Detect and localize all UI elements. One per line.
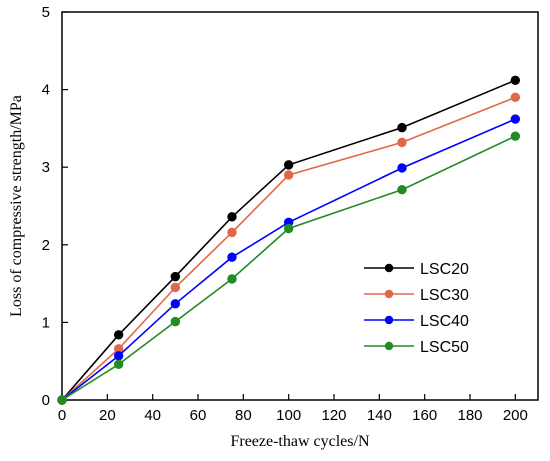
x-tick-label: 20 [99,407,116,424]
x-tick-label: 80 [235,407,252,424]
data-point-lsc20 [113,330,124,340]
data-point-lsc30 [283,170,294,180]
series-lsc40 [57,114,521,405]
data-point-lsc50 [113,359,124,370]
x-tick-label: 160 [412,407,437,424]
y-axis-title: Loss of compressive strength/MPa [8,95,25,317]
x-tick-label: 100 [276,407,301,424]
series-lsc20 [57,75,521,405]
y-tick-label: 4 [42,82,50,99]
data-point-lsc50 [397,185,407,195]
legend-item-lsc20: LSC20 [364,261,469,278]
plot-frame [61,11,539,401]
data-point-lsc40 [397,163,407,173]
data-point-lsc30 [227,227,237,238]
x-axis-title: Freeze-thaw cycles/N [230,433,369,450]
data-point-lsc50 [510,131,521,141]
data-point-lsc30 [397,137,407,148]
legend-label: LSC20 [420,261,469,278]
y-tick-label: 2 [42,237,50,254]
data-point-lsc30 [170,282,181,293]
x-tick-label: 140 [367,407,392,424]
legend: LSC20 LSC30 LSC40 LSC50 [364,261,469,356]
legend-item-lsc30: LSC30 [364,287,469,304]
legend-label: LSC50 [420,339,469,356]
x-tick-label: 180 [457,407,482,424]
y-tick-label: 0 [42,392,50,409]
legend-marker [384,263,394,273]
y-tick-label: 5 [42,4,50,21]
data-point-lsc30 [510,92,521,103]
data-point-lsc20 [283,160,294,170]
data-point-lsc40 [510,114,521,124]
data-point-lsc40 [170,299,181,309]
data-point-lsc50 [227,274,237,284]
x-tick-label: 60 [190,407,207,424]
series-lsc50 [57,131,521,405]
data-point-lsc40 [227,252,237,262]
series-layer [57,75,521,405]
data-point-lsc20 [227,212,237,222]
legend-marker [384,315,394,325]
legend-label: LSC30 [420,287,469,304]
legend-item-lsc50: LSC50 [364,339,469,356]
x-tick-label: 120 [321,407,346,424]
data-point-lsc50 [170,316,181,327]
x-tick-label: 200 [503,407,528,424]
data-point-lsc50 [283,223,294,234]
data-point-lsc50 [57,395,67,405]
series-lsc30 [57,92,521,405]
data-point-lsc20 [510,75,521,85]
legend-marker [384,341,394,351]
y-tick-label: 3 [42,159,50,176]
x-tick-label: 40 [144,407,161,424]
y-tick-label: 1 [42,314,50,331]
data-point-lsc40 [113,351,124,361]
data-point-lsc20 [397,122,407,133]
x-tick-label: 0 [58,407,66,424]
data-point-lsc20 [170,271,181,282]
ticks-layer: 0 20 40 60 80 100 120 140 160 180 200 0 1 2 3 4 5 [42,4,528,424]
legend-label: LSC40 [420,313,469,330]
legend-item-lsc40: LSC40 [364,313,469,330]
legend-marker [384,289,394,299]
